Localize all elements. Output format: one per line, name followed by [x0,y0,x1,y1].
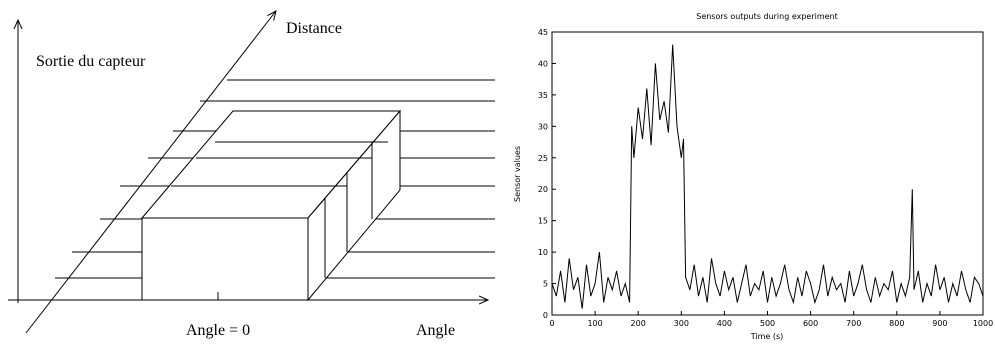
x-tick-label: 900 [932,319,947,328]
x-tick-label: 1000 [973,319,993,328]
y-axis-label: Sortie du capteur [36,53,146,70]
chart: Sensors outputs during experiment 0 100 20… [513,12,993,341]
x-tick-label: 700 [846,319,861,328]
y-tick-label: 40 [538,59,548,68]
y-tick-label: 0 [543,311,548,320]
distance-label: Distance [286,20,342,37]
chart-title: Sensors outputs during experiment [696,12,838,21]
y-tick-label: 5 [543,280,548,289]
y-tick-label: 15 [538,217,548,226]
response-box [140,109,402,302]
x-tick-label: 300 [674,319,689,328]
distance-axis [25,11,276,334]
x-tick-label: 200 [631,319,646,328]
x-tick-label: 0 [549,319,554,328]
y-axis-ticks: 0 5 10 15 20 25 30 35 40 45 [538,28,556,320]
y-tick-label: 20 [538,185,548,194]
x-tick-label: 400 [717,319,732,328]
y-tick-label: 25 [538,154,548,163]
x-tick-label: 600 [803,319,818,328]
series-line [551,44,984,309]
x-axis-ticks: 0 100 200 300 400 500 600 700 800 900 1000 [549,311,993,328]
y-tick-label: 45 [538,28,548,37]
x-tick-label: 800 [889,319,904,328]
x-axis-label: Time (s) [750,332,784,341]
series-group [551,44,984,309]
y-tick-label: 35 [538,91,548,100]
center-angle-label: Angle = 0 [186,322,250,339]
y-axis-label: Sensor values [513,146,522,202]
sensor-schematic [8,11,495,334]
x-tick-label: 500 [760,319,775,328]
angle-label: Angle [416,322,455,339]
y-tick-label: 30 [538,122,548,131]
y-tick-label: 10 [538,248,548,257]
x-tick-label: 100 [587,319,602,328]
